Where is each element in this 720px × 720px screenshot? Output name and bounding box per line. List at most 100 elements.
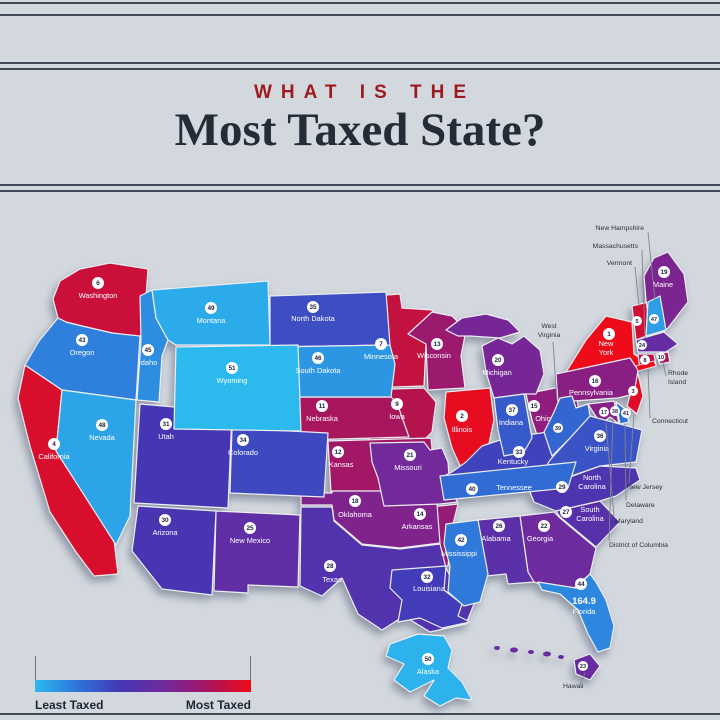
header-kicker: WHAT IS THE (253, 82, 476, 103)
rank-number-me: 19 (660, 269, 668, 276)
state-label-oh: Ohio (535, 414, 551, 423)
rank-number-dc: 38 (612, 409, 618, 415)
state-label-ks: Kansas (329, 460, 354, 469)
state-label-ms: Mississippi (441, 549, 477, 558)
state-nm[interactable] (213, 510, 301, 594)
callout-label-nh: New Hampshire (596, 225, 645, 232)
state-label-az: Arizona (152, 528, 178, 537)
rank-badge-ia (391, 398, 403, 410)
state-label-tx: Texas (322, 575, 342, 584)
state-label-ny: York (599, 348, 614, 357)
rank-number-va: 36 (596, 433, 604, 440)
rank-number-id: 45 (144, 347, 152, 354)
callout-line-vt (634, 266, 640, 307)
rank-badge-vt (632, 316, 642, 326)
rank-number-wv: 39 (555, 426, 561, 432)
callout-label-ri: Island (668, 379, 686, 386)
hawaiian-chain-1 (494, 646, 500, 650)
map-overlay: 1NewYork2Illinois34California56Washingto… (38, 225, 688, 690)
rank-badge-ma (637, 340, 647, 350)
rank-badge-pa (589, 375, 601, 387)
hawaiian-chain-5 (558, 655, 564, 659)
rank-badge-wy (226, 362, 238, 374)
legend-least-label: Least Taxed (35, 698, 104, 712)
rank-badge-nv (96, 419, 108, 431)
rank-badge-id (142, 344, 154, 356)
rank-badge-va (594, 430, 606, 442)
rank-number-vt: 5 (635, 319, 638, 325)
page-title: Most Taxed State? (174, 104, 546, 156)
state-label-wi: Wisconsin (417, 351, 451, 360)
upper-accent-line (0, 14, 720, 16)
callout-label-md: Maryland (615, 518, 643, 525)
rank-number-al: 26 (495, 523, 503, 530)
rank-number-mt: 49 (207, 305, 215, 312)
state-al[interactable] (477, 515, 535, 585)
state-label-nv: Nevada (89, 433, 115, 442)
callout-line-ct (647, 368, 651, 419)
state-label-ut: Utah (158, 432, 174, 441)
rank-number-ms: 42 (457, 537, 465, 544)
state-label-ak: Alaska (417, 667, 440, 676)
rank-badge-tn (466, 483, 478, 495)
rank-badge-hi (578, 661, 588, 671)
rank-badge-la (421, 571, 433, 583)
rank-badge-fl (575, 578, 587, 590)
callout-line-ma (641, 249, 646, 339)
legend-left-tick (35, 656, 36, 680)
state-label-il: Illinois (452, 425, 473, 434)
rank-badge-ar (414, 508, 426, 520)
rank-number-nh: 47 (651, 317, 657, 323)
rank-badge-mt (205, 302, 217, 314)
callout-label-wv: Virginia (538, 332, 561, 339)
rank-number-hi: 23 (580, 664, 586, 670)
rank-number-or: 43 (78, 337, 86, 344)
state-label-ar: Arkansas (402, 522, 433, 531)
state-fl[interactable] (537, 573, 615, 653)
rank-number-ca: 4 (52, 441, 56, 448)
rank-number-wy: 51 (228, 365, 236, 372)
state-la[interactable] (389, 565, 471, 629)
state-label-pa: Pennsylvania (569, 388, 614, 397)
callout-label-ri: Rhode (668, 370, 688, 377)
state-label-in: Indiana (499, 418, 524, 427)
state-wv[interactable] (543, 395, 591, 457)
state-label-mo: Missouri (394, 463, 422, 472)
state-az[interactable] (131, 505, 217, 596)
state-label-mt: Montana (197, 316, 227, 325)
rank-number-ri: 10 (658, 355, 664, 361)
rank-badge-nd (307, 301, 319, 313)
state-label-co: Colorado (228, 448, 258, 457)
state-label-ca: California (38, 452, 70, 461)
state-label-nc: Carolina (578, 482, 606, 491)
rank-badge-ga (538, 520, 550, 532)
state-label-ky: Kentucky (498, 457, 529, 466)
callout-line-hi (579, 672, 586, 685)
state-ak[interactable] (385, 633, 473, 707)
rank-number-il: 2 (460, 413, 464, 420)
rank-number-de: 41 (623, 411, 629, 417)
rank-number-ok: 18 (351, 498, 359, 505)
state-wy[interactable] (173, 344, 302, 432)
rank-badge-nm (244, 522, 256, 534)
rank-number-ma: 24 (639, 343, 646, 349)
rank-number-in: 37 (508, 407, 516, 414)
state-nc[interactable] (529, 465, 641, 512)
rank-number-sd: 46 (314, 355, 322, 362)
rank-badge-il (456, 410, 468, 422)
rank-badge-me (658, 266, 670, 278)
callout-line-nj (628, 414, 635, 484)
state-label-ga: Georgia (527, 534, 554, 543)
rank-number-nd: 35 (309, 304, 317, 311)
rank-number-az: 30 (161, 517, 169, 524)
state-ms[interactable] (443, 519, 489, 607)
callout-line-de (624, 423, 627, 502)
rank-badge-ky (513, 446, 525, 458)
rank-number-wa: 6 (96, 280, 100, 287)
state-label-fl: Florida (573, 607, 596, 616)
rank-badge-ut (160, 418, 172, 430)
rank-number-ak: 50 (424, 656, 432, 663)
country-shapes (17, 251, 689, 707)
rank-badge-dc (610, 406, 620, 416)
state-or[interactable] (24, 317, 141, 401)
